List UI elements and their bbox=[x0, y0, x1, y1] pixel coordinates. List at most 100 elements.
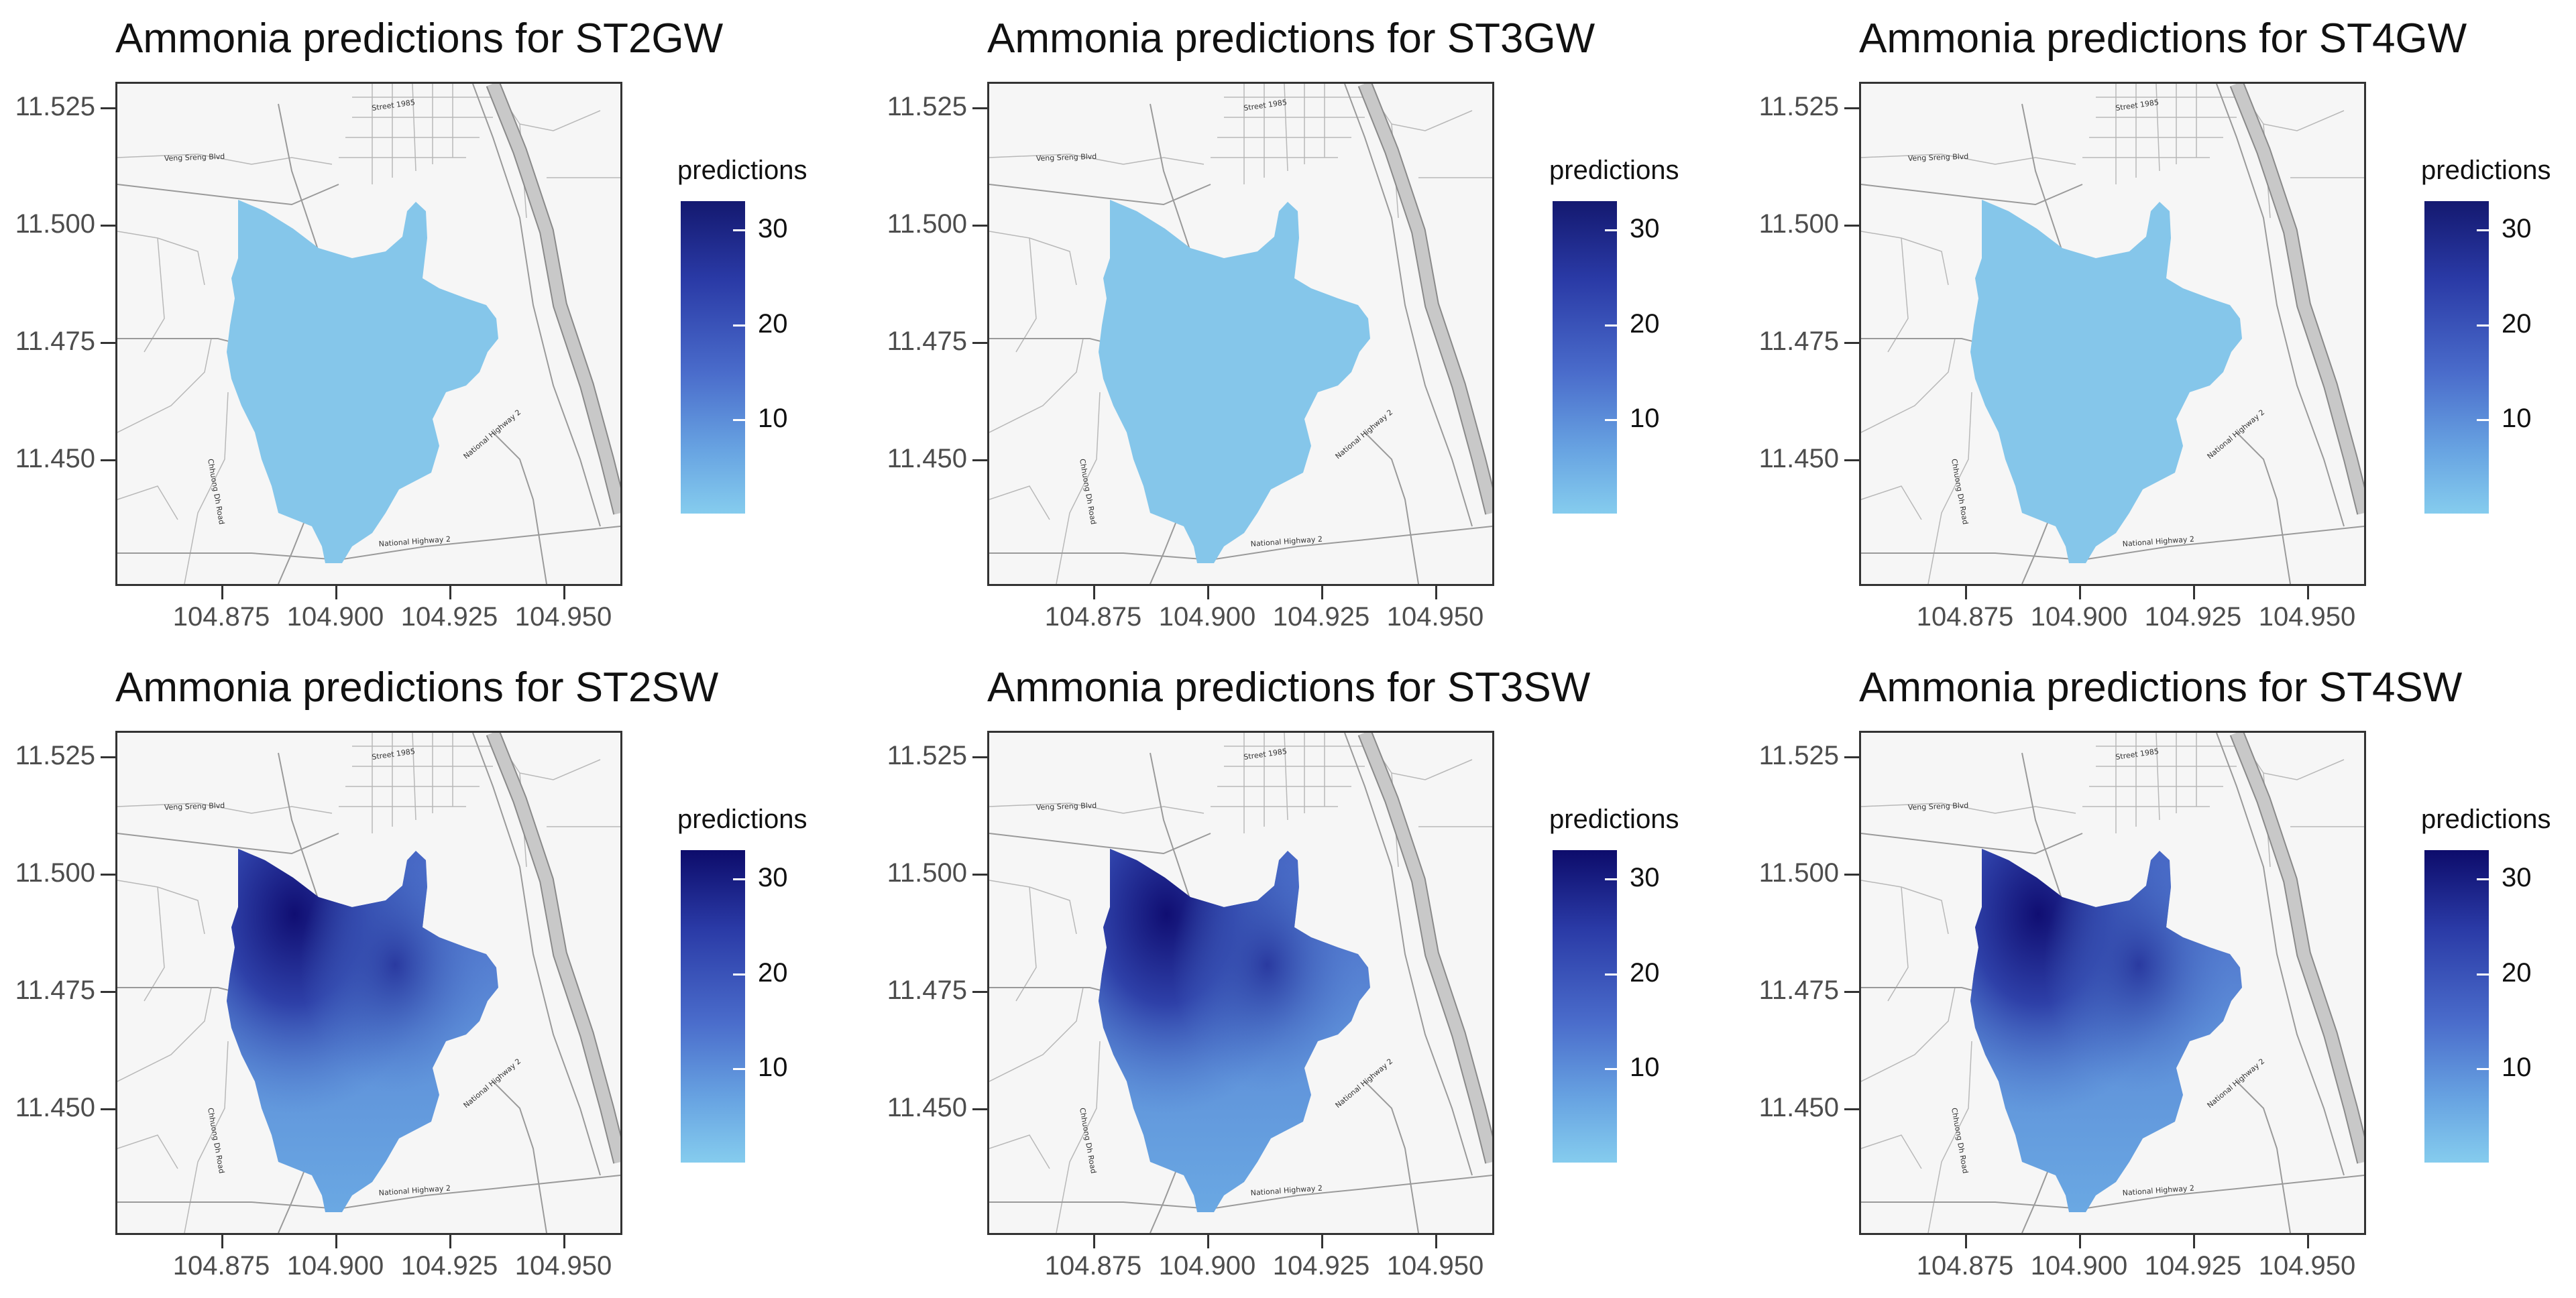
x-tick-mark bbox=[449, 586, 451, 599]
legend-tick-mark bbox=[1605, 973, 1617, 976]
panel-title: Ammonia predictions for ST4SW bbox=[1859, 664, 2463, 711]
basemap: National Highway 2 National Highway 2 Ch… bbox=[989, 733, 1492, 1233]
x-tick-label: 104.925 bbox=[2144, 602, 2242, 632]
x-tick-mark bbox=[2079, 586, 2081, 599]
basemap: National Highway 2 National Highway 2 Ch… bbox=[117, 84, 620, 584]
legend-tick-mark bbox=[2477, 229, 2489, 232]
x-tick-label: 104.950 bbox=[514, 1251, 612, 1281]
panel-title: Ammonia predictions for ST3GW bbox=[987, 15, 1595, 62]
x-tick-mark bbox=[449, 1235, 451, 1248]
y-tick-label: 11.500 bbox=[887, 209, 967, 239]
x-tick-mark bbox=[1435, 1235, 1437, 1248]
x-tick-label: 104.950 bbox=[1386, 1251, 1484, 1281]
y-tick-label: 11.525 bbox=[1758, 92, 1839, 121]
legend-tick-label: 20 bbox=[1630, 957, 1660, 988]
svg-text:Veng Sreng Blvd: Veng Sreng Blvd bbox=[1036, 801, 1097, 812]
legend-title: predictions bbox=[2421, 156, 2551, 185]
legend-colorbar bbox=[1553, 850, 1617, 1163]
x-tick-label: 104.900 bbox=[2030, 1251, 2128, 1281]
y-tick-label: 11.525 bbox=[887, 741, 967, 770]
legend-title: predictions bbox=[2421, 805, 2551, 834]
y-tick-label: 11.500 bbox=[15, 858, 95, 888]
legend-colorbar bbox=[2424, 201, 2489, 514]
prediction-surface bbox=[227, 200, 498, 563]
x-tick-label: 104.875 bbox=[172, 602, 270, 632]
y-tick-mark bbox=[972, 756, 987, 758]
map-panel-1: Ammonia predictions for ST2GW National H… bbox=[0, 0, 872, 649]
legend-tick-mark bbox=[2477, 973, 2489, 976]
x-tick-mark bbox=[1093, 1235, 1095, 1248]
y-tick-label: 11.475 bbox=[887, 327, 967, 356]
legend-tick-mark bbox=[1605, 229, 1617, 232]
legend-tick-mark bbox=[2477, 324, 2489, 327]
y-tick-mark bbox=[101, 225, 115, 227]
x-tick-label: 104.950 bbox=[1386, 602, 1484, 632]
y-tick-label: 11.450 bbox=[15, 1093, 95, 1122]
map-panel-3: Ammonia predictions for ST4GW National H… bbox=[1744, 0, 2576, 649]
y-tick-mark bbox=[1844, 107, 1859, 109]
y-tick-mark bbox=[1844, 1108, 1859, 1110]
svg-text:Veng Sreng Blvd: Veng Sreng Blvd bbox=[1908, 152, 1969, 163]
legend-title: predictions bbox=[1549, 805, 1679, 834]
svg-text:Veng Sreng Blvd: Veng Sreng Blvd bbox=[1908, 801, 1969, 812]
legend-tick-label: 30 bbox=[2502, 214, 2532, 244]
x-tick-mark bbox=[563, 1235, 565, 1248]
legend-tick-label: 10 bbox=[2502, 403, 2532, 433]
x-tick-label: 104.875 bbox=[1916, 1251, 2014, 1281]
x-tick-mark bbox=[2079, 1235, 2081, 1248]
legend-tick-label: 10 bbox=[1630, 1052, 1660, 1082]
y-tick-label: 11.525 bbox=[887, 92, 967, 121]
x-tick-mark bbox=[1207, 586, 1209, 599]
basemap: National Highway 2 National Highway 2 Ch… bbox=[1861, 733, 2364, 1233]
map-area: National Highway 2 National Highway 2 Ch… bbox=[1859, 731, 2366, 1235]
y-tick-mark bbox=[1844, 342, 1859, 344]
x-tick-mark bbox=[2193, 1235, 2195, 1248]
y-tick-mark bbox=[1844, 991, 1859, 993]
y-tick-label: 11.475 bbox=[15, 327, 95, 356]
y-tick-label: 11.475 bbox=[1758, 976, 1839, 1005]
legend-tick-label: 20 bbox=[2502, 308, 2532, 339]
x-tick-label: 104.900 bbox=[1158, 602, 1256, 632]
x-tick-mark bbox=[1321, 586, 1323, 599]
y-tick-label: 11.450 bbox=[887, 1093, 967, 1122]
x-tick-label: 104.925 bbox=[1272, 602, 1370, 632]
basemap: National Highway 2 National Highway 2 Ch… bbox=[989, 84, 1492, 584]
x-tick-mark bbox=[563, 586, 565, 599]
legend-tick-mark bbox=[733, 878, 745, 881]
y-tick-mark bbox=[1844, 459, 1859, 461]
y-tick-mark bbox=[101, 459, 115, 461]
x-tick-label: 104.900 bbox=[286, 1251, 384, 1281]
x-tick-label: 104.900 bbox=[1158, 1251, 1256, 1281]
x-tick-mark bbox=[1965, 1235, 1967, 1248]
panel-title: Ammonia predictions for ST2SW bbox=[115, 664, 719, 711]
map-area: National Highway 2 National Highway 2 Ch… bbox=[115, 82, 622, 586]
y-tick-label: 11.525 bbox=[1758, 741, 1839, 770]
y-tick-mark bbox=[1844, 225, 1859, 227]
x-tick-mark bbox=[1093, 586, 1095, 599]
legend-tick-label: 20 bbox=[1630, 308, 1660, 339]
prediction-hotspot-secondary bbox=[1970, 849, 2242, 1212]
svg-text:Veng Sreng Blvd: Veng Sreng Blvd bbox=[1036, 152, 1097, 163]
x-tick-mark bbox=[335, 1235, 337, 1248]
y-tick-mark bbox=[972, 991, 987, 993]
x-tick-label: 104.925 bbox=[400, 602, 498, 632]
legend-title: predictions bbox=[1549, 156, 1679, 185]
svg-text:Veng Sreng Blvd: Veng Sreng Blvd bbox=[164, 152, 225, 163]
y-tick-label: 11.475 bbox=[887, 976, 967, 1005]
y-tick-mark bbox=[101, 107, 115, 109]
y-tick-mark bbox=[972, 1108, 987, 1110]
panel-title: Ammonia predictions for ST2GW bbox=[115, 15, 724, 62]
x-tick-mark bbox=[1435, 586, 1437, 599]
y-tick-mark bbox=[972, 342, 987, 344]
y-tick-mark bbox=[972, 874, 987, 876]
legend-colorbar bbox=[1553, 201, 1617, 514]
x-tick-mark bbox=[221, 1235, 223, 1248]
legend-tick-label: 30 bbox=[1630, 214, 1660, 244]
x-tick-mark bbox=[1965, 586, 1967, 599]
legend-tick-label: 30 bbox=[2502, 863, 2532, 893]
legend-tick-label: 20 bbox=[758, 308, 788, 339]
prediction-surface bbox=[1970, 200, 2242, 563]
x-tick-label: 104.950 bbox=[2258, 1251, 2356, 1281]
y-tick-label: 11.450 bbox=[887, 444, 967, 473]
legend-colorbar bbox=[681, 850, 745, 1163]
